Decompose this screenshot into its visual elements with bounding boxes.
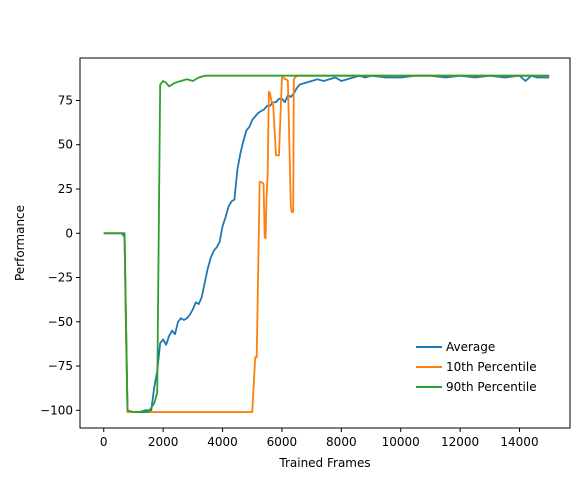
x-tick-label: 12000 — [441, 435, 479, 449]
x-tick-label: 0 — [100, 435, 108, 449]
y-tick-label: −50 — [48, 315, 73, 329]
x-axis-label: Trained Frames — [278, 456, 370, 470]
y-tick-label: 25 — [58, 182, 73, 196]
legend-label-0: Average — [446, 340, 495, 354]
x-tick-label: 2000 — [148, 435, 179, 449]
y-tick-label: −100 — [40, 403, 73, 417]
x-tick-label: 8000 — [326, 435, 357, 449]
y-tick-label: −75 — [48, 359, 73, 373]
x-axis: 0 2000 4000 6000 8000 10000 12000 14000 — [100, 428, 539, 449]
y-axis-label: Performance — [13, 205, 27, 281]
legend-label-2: 90th Percentile — [446, 380, 537, 394]
x-tick-label: 14000 — [500, 435, 538, 449]
axes-frame — [79, 57, 571, 429]
plot-area — [80, 58, 570, 428]
x-tick-label: 6000 — [267, 435, 298, 449]
series-lines — [103, 74, 550, 413]
series-line-2 — [103, 74, 550, 413]
legend-label-1: 10th Percentile — [446, 360, 537, 374]
legend: Average 10th Percentile 90th Percentile — [416, 340, 537, 394]
y-tick-label: 75 — [58, 93, 73, 107]
x-tick-label: 10000 — [382, 435, 420, 449]
y-tick-label: 50 — [58, 138, 73, 152]
plot-frame — [79, 57, 571, 429]
y-axis: −100 −75 −50 −25 0 25 50 75 — [40, 93, 80, 417]
y-tick-label: 0 — [65, 226, 73, 240]
x-tick-label: 4000 — [207, 435, 238, 449]
y-tick-label: −25 — [48, 271, 73, 285]
